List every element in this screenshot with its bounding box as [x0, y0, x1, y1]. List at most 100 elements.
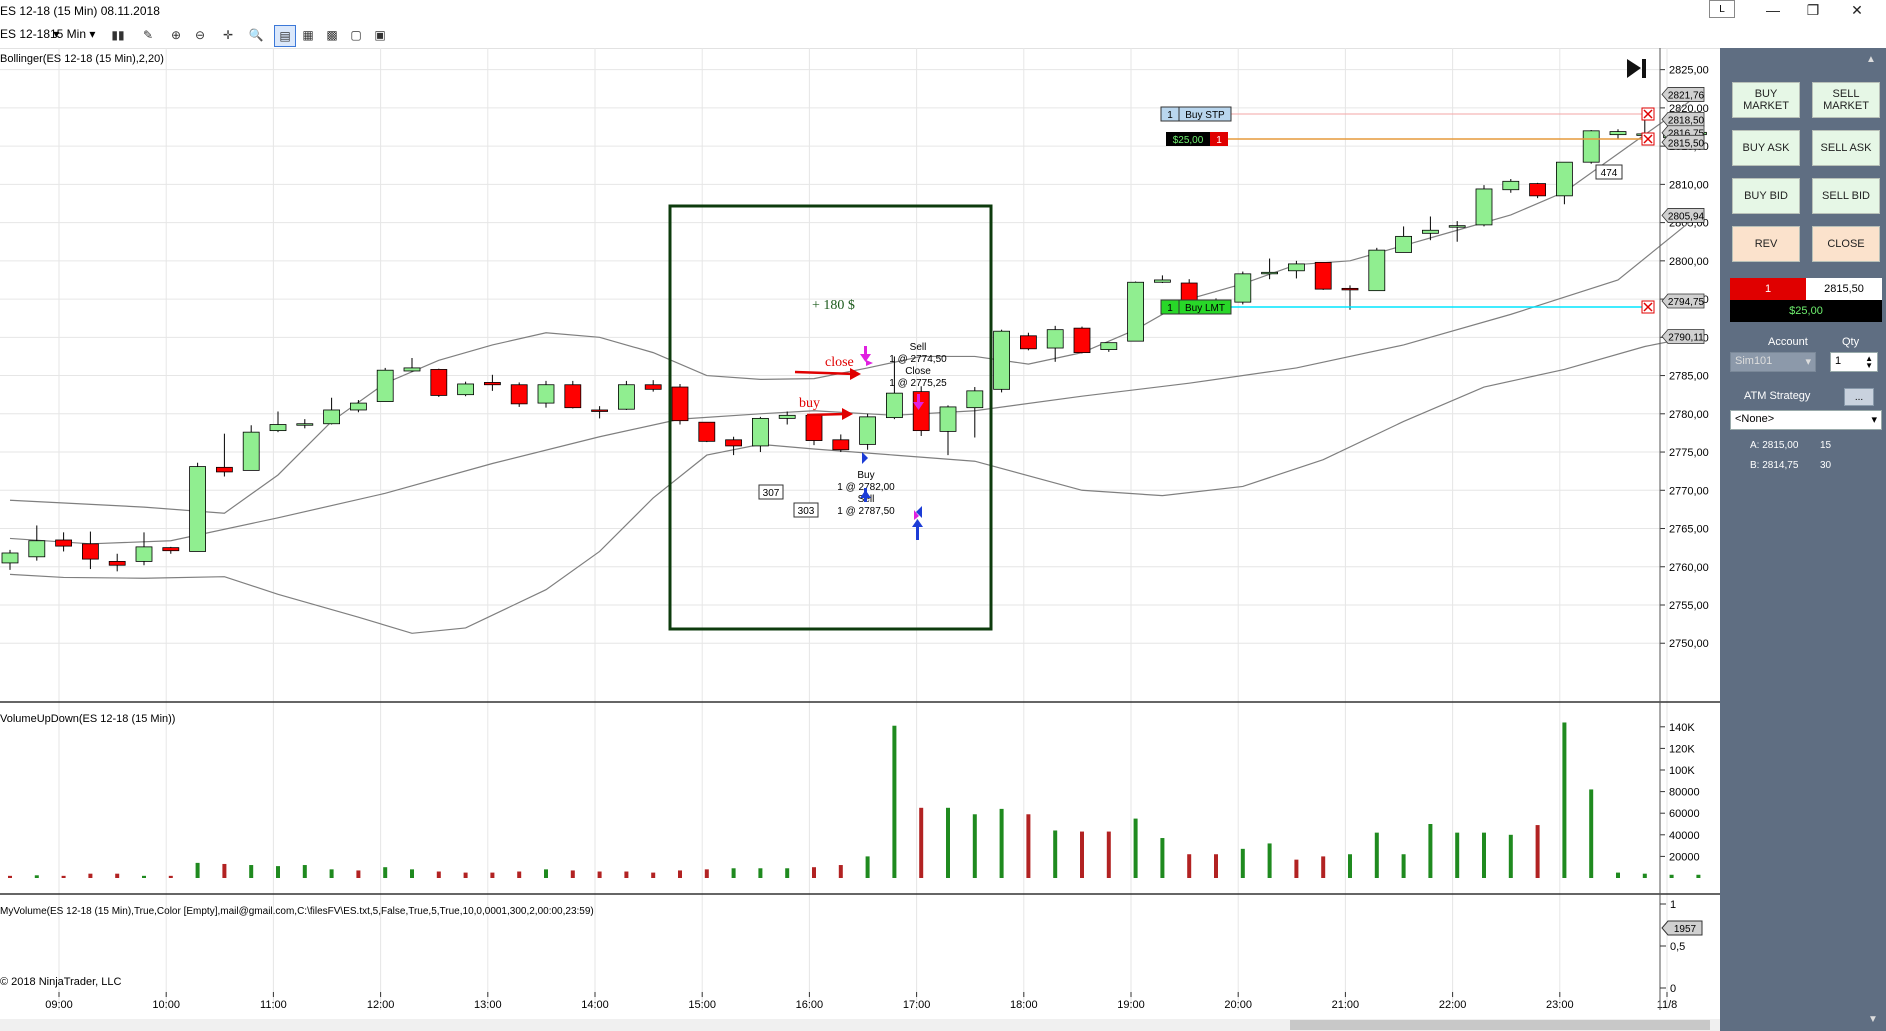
candle — [1395, 226, 1412, 253]
buy-bid-button[interactable]: BUY BID — [1732, 178, 1800, 214]
bollinger-middle-line — [9, 214, 1699, 545]
zoom-out-icon[interactable]: ⊖ — [194, 28, 206, 42]
volume-bar — [999, 808, 1004, 878]
candle — [966, 387, 984, 438]
minimize-button[interactable]: — — [1766, 2, 1780, 18]
volume-bar — [1240, 848, 1245, 878]
candle-body — [564, 384, 582, 409]
indicators-icon[interactable]: ▦ — [302, 28, 314, 42]
candle-body — [1502, 180, 1520, 191]
candle — [510, 382, 528, 407]
volume-series — [8, 722, 1701, 878]
candlestick-series — [1, 119, 1707, 572]
candle — [430, 368, 448, 397]
candle-body — [1127, 281, 1144, 342]
volume-bar — [1589, 789, 1594, 878]
buy-market-button[interactable]: BUY MARKET — [1732, 82, 1800, 118]
data-box-icon[interactable]: ▣ — [374, 28, 386, 42]
sell-market-button[interactable]: SELL MARKET — [1812, 82, 1880, 118]
cancel-stop-icon[interactable] — [1641, 107, 1655, 121]
candle — [457, 381, 475, 397]
volume-bar — [168, 875, 173, 878]
instrument-selector[interactable]: ES 12-18 ▾ — [0, 27, 60, 41]
scrollbar-thumb[interactable] — [1290, 1020, 1710, 1030]
candle — [725, 436, 742, 456]
buy-stop-qty: 1 — [1167, 110, 1173, 121]
cancel-limit-icon[interactable] — [1641, 300, 1655, 314]
horizontal-scrollbar[interactable] — [0, 1019, 1720, 1031]
price-tag: 2794,75 — [1661, 293, 1705, 309]
account-select[interactable]: Sim101 ▾ — [1730, 352, 1816, 372]
pencil-icon[interactable]: ✎ — [142, 28, 154, 42]
account-badge[interactable]: L — [1709, 0, 1735, 18]
volume-bar — [651, 872, 656, 878]
zoom-in-icon[interactable]: ⊕ — [170, 28, 182, 42]
candle-body — [483, 382, 501, 386]
candle-body — [939, 406, 957, 432]
buy-ask-button[interactable]: BUY ASK — [1732, 130, 1800, 166]
candle-body — [859, 416, 876, 445]
volume-bar — [919, 807, 924, 878]
volume-tick-label: 20000 — [1669, 851, 1700, 863]
chart-canvas[interactable]: 2825,002820,002815,002810,002805,002800,… — [0, 48, 1720, 1019]
buy-stop-order[interactable]: 1 Buy STP — [1160, 106, 1232, 122]
go-to-end-icon[interactable] — [1627, 59, 1646, 78]
candle-body — [1154, 279, 1171, 283]
volume-bar — [570, 870, 575, 878]
sell-ask-button[interactable]: SELL ASK — [1812, 130, 1880, 166]
candle-body — [1582, 130, 1600, 163]
volume-bar — [1106, 831, 1111, 878]
magnifier-icon[interactable]: 🔍 — [248, 28, 264, 42]
price-tick-label: 2780,00 — [1669, 409, 1709, 421]
buy-limit-order[interactable]: 1 Buy LMT — [1160, 299, 1232, 315]
panel-scroll-up-icon[interactable]: ▲ — [1866, 54, 1876, 65]
grid — [0, 48, 1668, 1010]
volume-bar — [88, 873, 93, 878]
atm-strategy-select[interactable]: <None> ▾ — [1730, 410, 1882, 430]
position-marker[interactable]: $25,00 1 — [1166, 132, 1228, 146]
candle — [403, 357, 421, 372]
qty-input[interactable]: 1 ▲ ▼ — [1830, 352, 1878, 372]
restore-button[interactable]: ❐ — [1806, 1, 1820, 18]
volume-bar — [1187, 854, 1192, 878]
candle — [82, 531, 99, 570]
candle-body — [349, 402, 367, 411]
volume-bar — [1669, 874, 1674, 878]
position-price-display: 2815,50 — [1806, 278, 1882, 300]
position-pnl: $25,00 — [1173, 135, 1204, 146]
chart-trader-icon[interactable]: ▤ — [274, 25, 296, 47]
candle — [886, 356, 903, 420]
buy-stop-label: Buy STP — [1185, 110, 1225, 121]
reverse-button[interactable]: REV — [1732, 226, 1800, 262]
properties-icon[interactable]: ▢ — [350, 28, 362, 42]
candle — [242, 425, 260, 471]
candle — [135, 532, 153, 566]
trade-sell-top-detail: 1 @ 2774,50 — [889, 354, 947, 365]
candle — [1422, 216, 1439, 241]
interval-selector[interactable]: 15 Min ▾ — [50, 27, 96, 41]
panel-scroll-down-icon[interactable]: ▼ — [1868, 1014, 1878, 1025]
candle — [269, 411, 287, 433]
volume-bar — [946, 807, 950, 878]
chart-toolbar: ES 12-18 ▾ 15 Min ▾ ▮▮ ✎ ⊕ ⊖ ✛ 🔍 ▤ ▦ ▩ ▢… — [0, 22, 1720, 49]
atm-strategy-button[interactable]: ... — [1844, 388, 1874, 406]
trade-sell-bottom-detail: 1 @ 2787,50 — [837, 506, 895, 517]
volume-bar — [892, 725, 897, 878]
volume-bar — [544, 869, 548, 878]
volume-bar — [329, 869, 334, 878]
chart-style-icon[interactable]: ▮▮ — [111, 28, 125, 42]
volume-bar — [1428, 824, 1433, 878]
close-position-icon[interactable] — [1641, 132, 1655, 146]
price-tag-value: 2818,50 — [1668, 115, 1705, 126]
candle — [1582, 130, 1600, 164]
crosshair-icon[interactable]: ✛ — [222, 28, 234, 42]
close-window-button[interactable]: ✕ — [1851, 1, 1863, 18]
sell-bid-button[interactable]: SELL BID — [1812, 178, 1880, 214]
strategies-icon[interactable]: ▩ — [326, 28, 338, 42]
close-position-button[interactable]: CLOSE — [1812, 226, 1880, 262]
execution-marker — [914, 510, 919, 520]
volume-bar — [302, 865, 307, 878]
bottom-panel-axis: 1 0,5 0 — [1660, 899, 1685, 995]
price-tag-value: 2790,11 — [1668, 332, 1704, 343]
volume-bar — [865, 856, 870, 878]
